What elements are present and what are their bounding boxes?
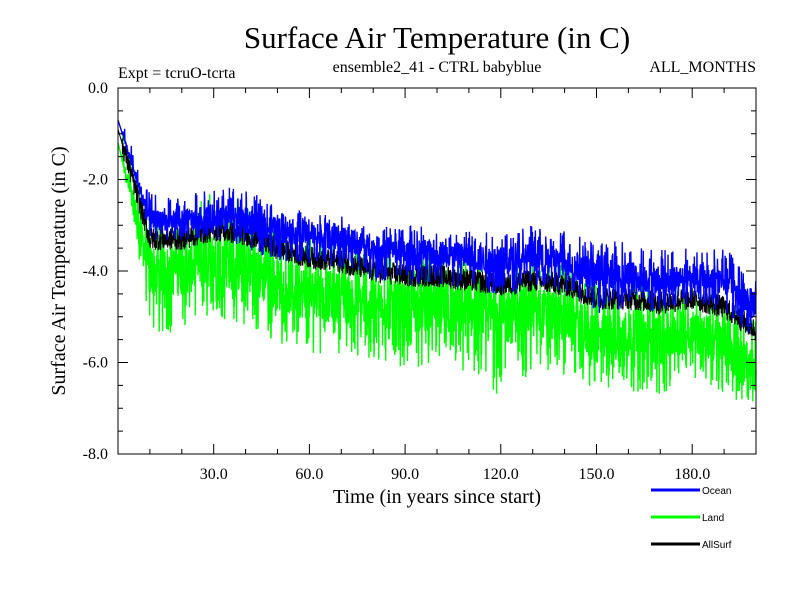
axis-ticks bbox=[118, 88, 756, 454]
x-tick-label: 180.0 bbox=[674, 466, 710, 483]
expt-label: Expt = tcruO-tcrta bbox=[118, 65, 235, 82]
chart-title: Surface Air Temperature (in C) bbox=[244, 20, 630, 55]
series-line-land bbox=[117, 133, 757, 402]
y-tick-label: -6.0 bbox=[83, 355, 108, 372]
x-axis-label: Time (in years since start) bbox=[333, 486, 541, 508]
y-tick-label: -2.0 bbox=[83, 172, 108, 189]
x-tick-label: 120.0 bbox=[483, 466, 519, 483]
legend-label-ocean: Ocean bbox=[702, 486, 731, 497]
series-layer bbox=[117, 119, 757, 402]
x-tick-label: 30.0 bbox=[200, 466, 228, 483]
plot-frame bbox=[117, 87, 757, 455]
chart-subtitle: ensemble2_41 - CTRL babyblue bbox=[333, 59, 542, 76]
period-label: ALL_MONTHS bbox=[649, 59, 756, 76]
series-line-ocean bbox=[117, 119, 757, 333]
series-line-allsurf bbox=[117, 129, 757, 341]
x-tick-label: 150.0 bbox=[579, 466, 615, 483]
x-tick-label: 90.0 bbox=[391, 466, 419, 483]
tick-labels-layer: 30.0 60.0 90.0 120.0 150.0 180.0 0.0 -2.0 -4.0 -6… bbox=[83, 80, 711, 483]
legend-label-allsurf: AllSurf bbox=[702, 540, 732, 551]
legend: Ocean Land AllSurf bbox=[651, 486, 732, 551]
y-tick-label: 0.0 bbox=[88, 80, 108, 97]
x-tick-label: 60.0 bbox=[295, 466, 323, 483]
y-axis-label: Surface Air Temperature (in C) bbox=[48, 146, 70, 395]
ticks-layer bbox=[118, 88, 756, 454]
y-tick-label: -8.0 bbox=[83, 446, 108, 463]
y-tick-label: -4.0 bbox=[83, 263, 108, 280]
legend-label-land: Land bbox=[702, 513, 724, 524]
